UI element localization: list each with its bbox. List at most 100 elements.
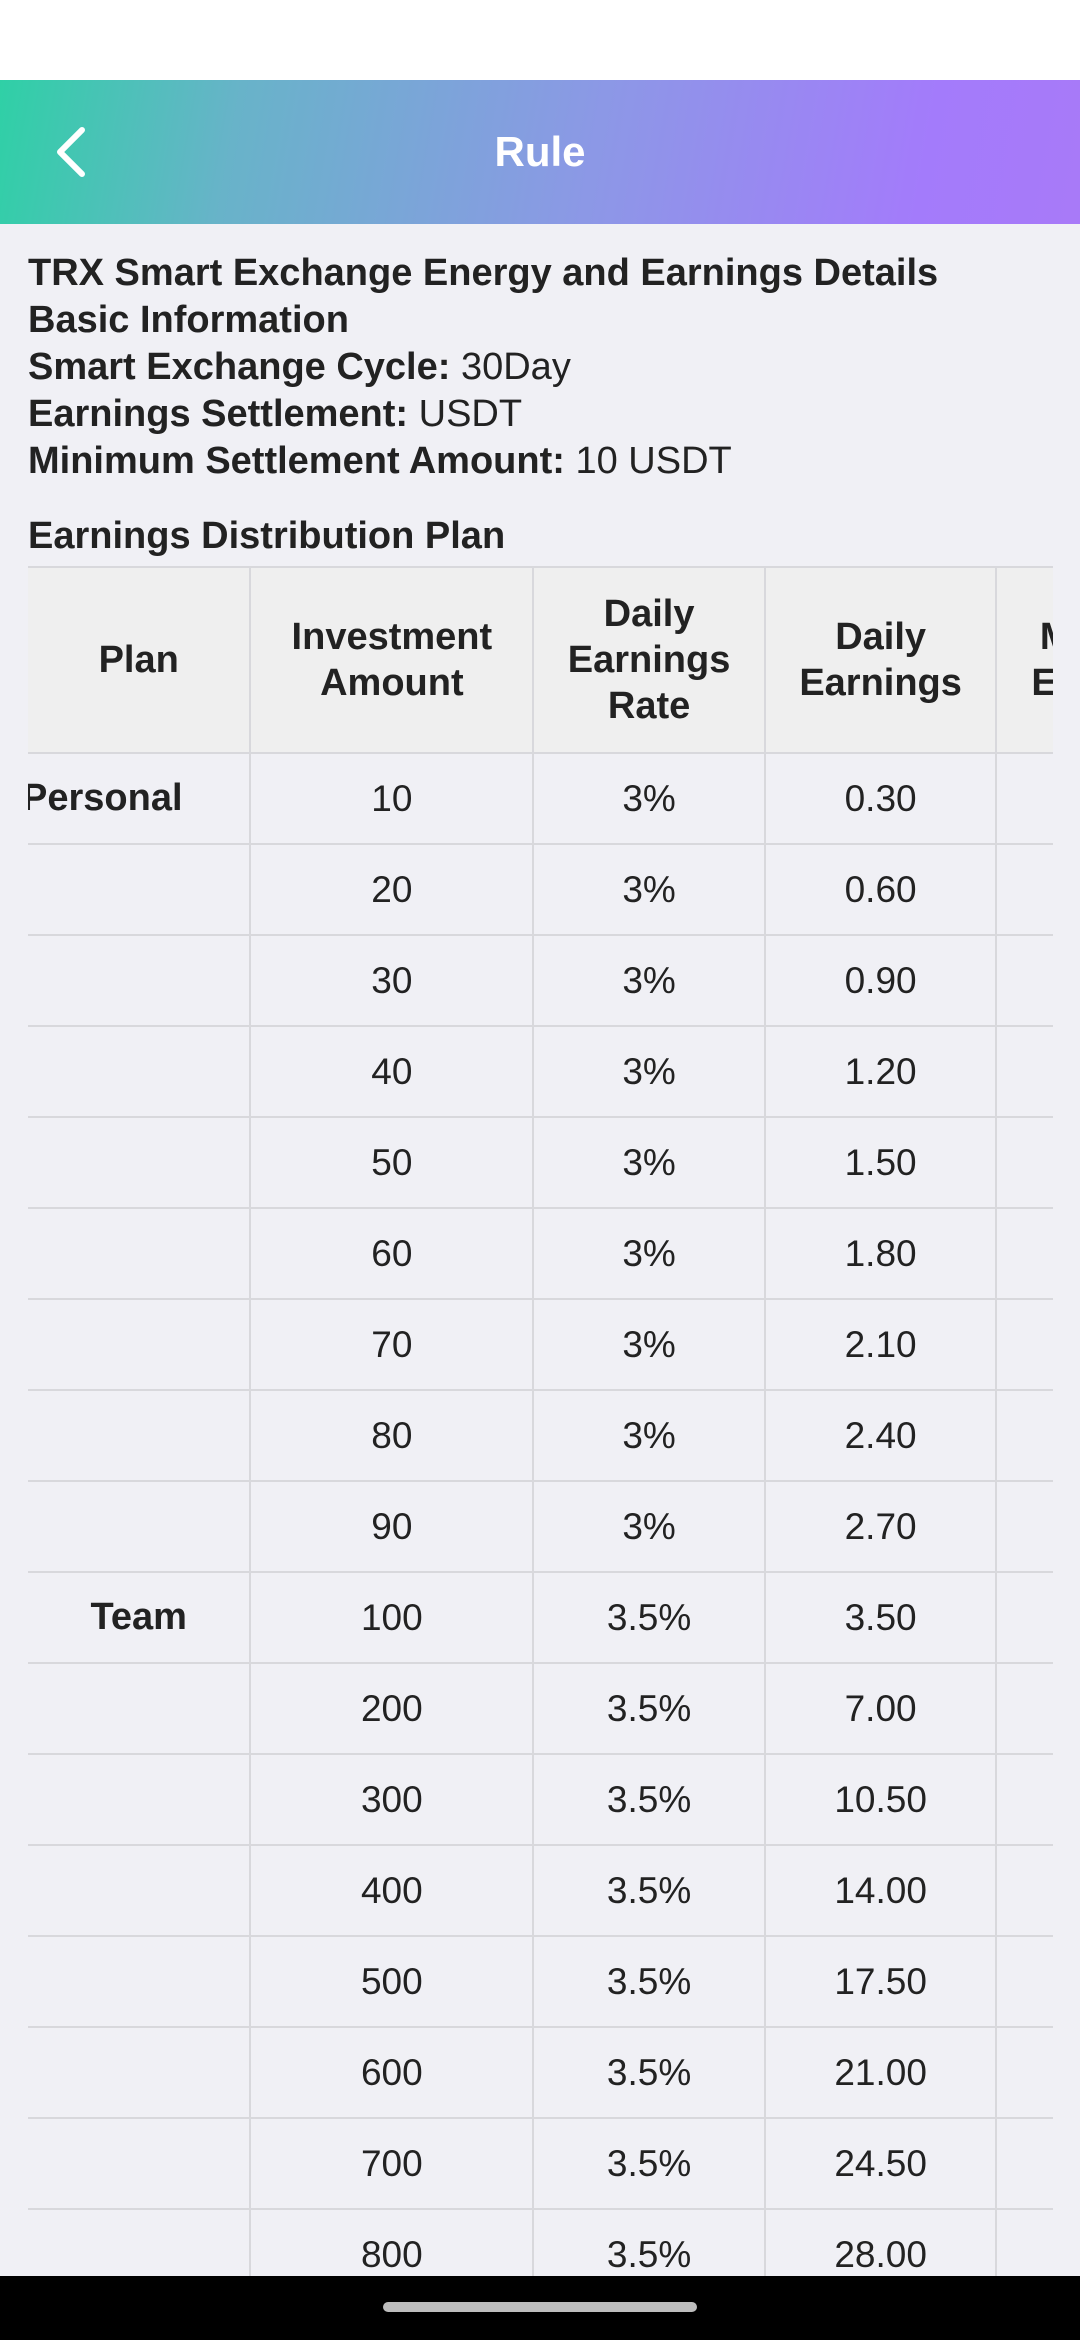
- minimum-line: Minimum Settlement Amount: 10 USDT: [28, 438, 1053, 485]
- plan-cell: [28, 935, 251, 1027]
- table-row: 603%1.8054.00: [28, 1208, 1053, 1300]
- rate-cell: 3.5%: [532, 1754, 765, 1846]
- monthly-earnings-cell: 63.00: [995, 1299, 1053, 1391]
- monthly-earnings-cell: 105.00: [995, 1572, 1053, 1664]
- minimum-label: Minimum Settlement Amount:: [28, 440, 565, 482]
- daily-earnings-cell: 10.50: [763, 1754, 997, 1846]
- investment-cell: 70: [249, 1299, 534, 1391]
- monthly-earnings-cell: 315.00: [995, 1754, 1053, 1846]
- daily-earnings-cell: 1.20: [763, 1026, 997, 1118]
- investment-cell: 400: [249, 1845, 534, 1937]
- plan-cell: [28, 2118, 251, 2210]
- investment-cell: 600: [249, 2027, 534, 2119]
- plan-cell: [28, 1026, 251, 1118]
- investment-cell: 10: [249, 753, 534, 845]
- investment-cell: 80: [249, 1390, 534, 1482]
- monthly-earnings-cell: 525.00: [995, 1936, 1053, 2028]
- settlement-value: USDT: [418, 393, 523, 435]
- daily-earnings-cell: 0.60: [763, 844, 997, 936]
- home-indicator[interactable]: [383, 2302, 697, 2312]
- table-row: 203%0.6018.00: [28, 844, 1053, 936]
- table-row: 803%2.4072.00: [28, 1390, 1053, 1482]
- daily-earnings-cell: 2.40: [763, 1390, 997, 1482]
- rate-cell: 3%: [532, 1390, 765, 1482]
- monthly-earnings-cell: 36.00: [995, 1026, 1053, 1118]
- daily-earnings-cell: 1.50: [763, 1117, 997, 1209]
- rate-cell: 3%: [532, 1208, 765, 1300]
- rate-cell: 3.5%: [532, 2118, 765, 2210]
- plan-section-title: Earnings Distribution Plan: [28, 515, 506, 557]
- daily-earnings-cell: 0.90: [763, 935, 997, 1027]
- plan-table-scroll[interactable]: Plan Investment Amount Daily Earnings Ra…: [28, 566, 1053, 2301]
- column-header-rate: Daily Earnings Rate: [532, 568, 765, 754]
- table-row: 403%1.2036.00: [28, 1026, 1053, 1118]
- table-row: 703%2.1063.00: [28, 1299, 1053, 1391]
- header-bar: Rule: [0, 80, 1080, 224]
- table-header-row: Plan Investment Amount Daily Earnings Ra…: [28, 568, 1053, 754]
- rate-cell: 3%: [532, 844, 765, 936]
- minimum-value: 10 USDT: [575, 440, 732, 482]
- daily-earnings-cell: 24.50: [763, 2118, 997, 2210]
- back-button[interactable]: [24, 104, 120, 200]
- investment-cell: 500: [249, 1936, 534, 2028]
- basic-info-title: Basic Information: [28, 299, 349, 341]
- column-header-daily: Daily Earnings: [763, 568, 997, 754]
- daily-earnings-cell: 1.80: [763, 1208, 997, 1300]
- status-bar: [0, 0, 1080, 80]
- details-heading: TRX Smart Exchange Energy and Earnings D…: [28, 252, 939, 294]
- daily-earnings-cell: 14.00: [763, 1845, 997, 1937]
- investment-cell: 700: [249, 2118, 534, 2210]
- plan-cell: [28, 1754, 251, 1846]
- plan-cell: [28, 1481, 251, 1573]
- settlement-line: Earnings Settlement: USDT: [28, 391, 1053, 438]
- rate-cell: 3.5%: [532, 2027, 765, 2119]
- cycle-label: Smart Exchange Cycle:: [28, 346, 451, 388]
- monthly-earnings-cell: 9.00: [995, 753, 1053, 845]
- column-header-monthly: Monthly Earnings: [995, 568, 1053, 754]
- plan-cell: [28, 1208, 251, 1300]
- monthly-earnings-cell: 735.00: [995, 2118, 1053, 2210]
- investment-cell: 200: [249, 1663, 534, 1755]
- table-row: 303%0.9027.00: [28, 935, 1053, 1027]
- rate-cell: 3.5%: [532, 1845, 765, 1937]
- rate-cell: 3%: [532, 1026, 765, 1118]
- cycle-value: 30Day: [460, 346, 571, 388]
- daily-earnings-cell: 2.10: [763, 1299, 997, 1391]
- daily-earnings-cell: 0.30: [763, 753, 997, 845]
- investment-cell: 30: [249, 935, 534, 1027]
- rate-cell: 3.5%: [532, 1572, 765, 1664]
- monthly-earnings-cell: 210.00: [995, 1663, 1053, 1755]
- investment-cell: 300: [249, 1754, 534, 1846]
- rate-cell: 3%: [532, 1117, 765, 1209]
- column-header-plan: Plan: [28, 568, 251, 754]
- chevron-left-icon: [57, 127, 85, 177]
- plan-table: Plan Investment Amount Daily Earnings Ra…: [28, 568, 1053, 2301]
- plan-cell: [28, 1117, 251, 1209]
- cycle-line: Smart Exchange Cycle: 30Day: [28, 344, 1053, 391]
- rate-cell: 3%: [532, 753, 765, 845]
- rate-cell: 3%: [532, 1481, 765, 1573]
- monthly-earnings-cell: 420.00: [995, 1845, 1053, 1937]
- investment-cell: 40: [249, 1026, 534, 1118]
- rate-cell: 3%: [532, 1299, 765, 1391]
- rate-cell: 3.5%: [532, 1936, 765, 2028]
- investment-cell: 60: [249, 1208, 534, 1300]
- table-row: 503%1.5045.00: [28, 1117, 1053, 1209]
- investment-cell: 90: [249, 1481, 534, 1573]
- plan-cell: [28, 2027, 251, 2119]
- monthly-earnings-cell: 72.00: [995, 1390, 1053, 1482]
- daily-earnings-cell: 3.50: [763, 1572, 997, 1664]
- monthly-earnings-cell: 54.00: [995, 1208, 1053, 1300]
- plan-cell: [28, 1390, 251, 1482]
- investment-cell: 20: [249, 844, 534, 936]
- column-header-investment: Investment Amount: [249, 568, 534, 754]
- investment-cell: 50: [249, 1117, 534, 1209]
